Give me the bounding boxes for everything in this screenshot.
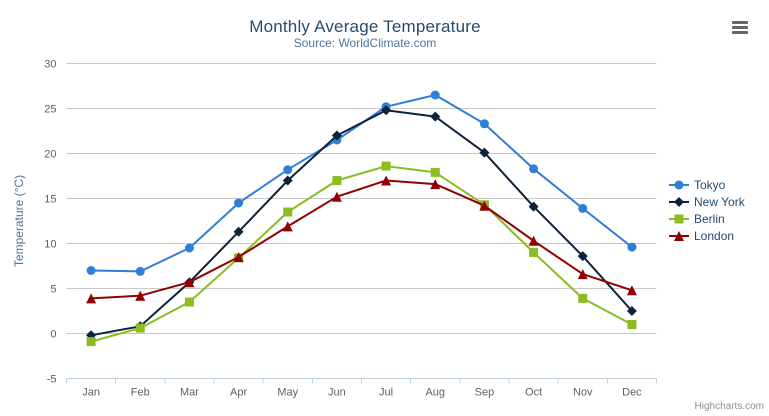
london-point[interactable]	[381, 175, 392, 186]
london-point[interactable]	[86, 293, 97, 304]
berlin-point[interactable]	[283, 207, 293, 217]
london-point[interactable]	[233, 252, 244, 262]
chart-subtitle: Source: WorldClimate.com	[293, 36, 437, 50]
chart-title: Monthly Average Temperature	[249, 17, 481, 36]
highcharts-credit[interactable]: Highcharts.com	[694, 401, 764, 412]
y-axis-label: 30	[44, 59, 56, 71]
x-axis-label: Nov	[573, 387, 593, 399]
y-axis-label: 20	[44, 149, 56, 161]
y-axis-label: 25	[44, 104, 56, 116]
export-menu-button[interactable]	[730, 18, 750, 35]
y-axis-label: -5	[47, 374, 57, 386]
tokyo-point[interactable]	[283, 165, 293, 175]
legend-item-new-york[interactable]: New York	[669, 193, 745, 210]
legend-item-berlin[interactable]: Berlin	[669, 210, 745, 227]
x-axis-label: Aug	[425, 387, 445, 399]
new-york-point[interactable]	[430, 111, 441, 122]
new-york-point[interactable]	[626, 306, 637, 316]
circle-marker-glyph	[674, 180, 684, 189]
tokyo-point[interactable]	[135, 266, 145, 276]
berlin-point[interactable]	[430, 167, 440, 177]
legend: Tokyo New York Berlin London	[669, 176, 745, 244]
triangle-marker-icon	[669, 230, 689, 241]
x-axis-label: Oct	[525, 387, 542, 399]
legend-item-label: London	[694, 228, 735, 243]
series-line-london[interactable]	[90, 179, 633, 300]
new-york-point[interactable]	[479, 147, 490, 158]
diamond-marker-glyph	[674, 196, 684, 207]
diamond-marker-icon	[669, 196, 689, 207]
berlin-point[interactable]	[627, 320, 637, 329]
london-point[interactable]	[626, 285, 637, 296]
berlin-point[interactable]	[184, 297, 194, 307]
y-axis-title: Temperature (°C)	[12, 175, 26, 267]
berlin-point[interactable]	[381, 161, 391, 171]
london-point[interactable]	[479, 200, 490, 211]
london-point[interactable]	[577, 269, 588, 280]
london-point[interactable]	[184, 277, 195, 288]
tokyo-point[interactable]	[578, 203, 588, 213]
tokyo-point[interactable]	[627, 242, 637, 252]
legend-item-label: Tokyo	[694, 177, 726, 192]
london-point[interactable]	[331, 191, 342, 202]
legend-item-label: New York	[694, 194, 745, 209]
x-axis-label: Jan	[82, 387, 100, 399]
tokyo-point[interactable]	[184, 243, 194, 253]
y-axis-label: 15	[44, 194, 56, 206]
triangle-marker-glyph	[674, 230, 684, 241]
series-line-berlin[interactable]	[90, 165, 633, 343]
london-point[interactable]	[135, 290, 146, 301]
y-axis-label: 5	[50, 284, 56, 296]
new-york-point[interactable]	[528, 201, 539, 212]
x-axis-label: Jul	[379, 387, 393, 399]
y-axis-label: 0	[50, 329, 56, 341]
new-york-point[interactable]	[331, 130, 342, 141]
new-york-point[interactable]	[233, 226, 244, 237]
x-axis-label: Sep	[475, 387, 495, 399]
x-axis-label: May	[277, 387, 298, 399]
tokyo-point[interactable]	[479, 119, 489, 129]
tokyo-point[interactable]	[430, 90, 440, 100]
berlin-point[interactable]	[332, 176, 342, 185]
hamburger-menu-icon	[731, 21, 749, 34]
legend-item-london[interactable]: London	[669, 227, 745, 244]
london-point[interactable]	[528, 235, 539, 246]
series-line-tokyo[interactable]	[90, 94, 633, 273]
london-point[interactable]	[430, 179, 441, 190]
square-marker-glyph	[674, 214, 684, 223]
berlin-point[interactable]	[578, 293, 588, 303]
square-marker-icon	[669, 214, 689, 223]
x-axis-label: Feb	[131, 387, 150, 399]
berlin-point[interactable]	[86, 337, 96, 347]
london-point[interactable]	[282, 221, 293, 232]
series-line-new-york[interactable]	[90, 109, 633, 337]
berlin-point[interactable]	[529, 248, 539, 257]
berlin-point[interactable]	[135, 323, 145, 333]
x-axis-label: Jun	[328, 387, 346, 399]
tokyo-point[interactable]	[529, 164, 539, 174]
new-york-point[interactable]	[282, 175, 293, 186]
x-axis-label: Dec	[622, 387, 642, 399]
tokyo-point[interactable]	[86, 266, 96, 275]
legend-item-tokyo[interactable]: Tokyo	[669, 176, 745, 193]
new-york-point[interactable]	[577, 251, 588, 262]
y-axis-label: 10	[44, 239, 56, 251]
x-axis-label: Mar	[180, 387, 199, 399]
tokyo-point[interactable]	[234, 198, 244, 208]
legend-item-label: Berlin	[694, 211, 725, 226]
new-york-point[interactable]	[381, 105, 392, 116]
x-axis-label: Apr	[230, 387, 247, 399]
circle-marker-icon	[669, 180, 689, 189]
